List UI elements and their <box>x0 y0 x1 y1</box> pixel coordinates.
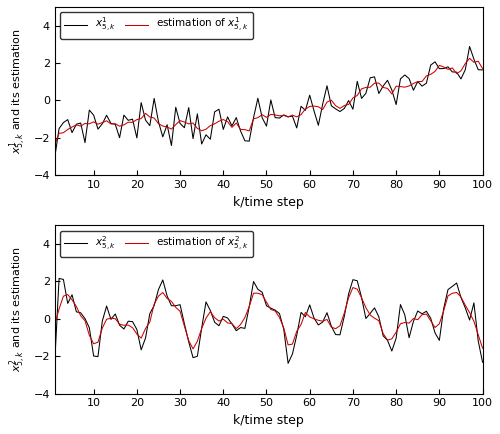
$x^2_{5,k}$ <box>285 361 291 366</box>
Line: estimation of $x^2_{5,k}$: estimation of $x^2_{5,k}$ <box>55 288 482 349</box>
$x^2_{5,k}$ <box>480 360 486 365</box>
estimation of $x^2_{5,k}$ <box>466 310 472 315</box>
$x^2_{5,k}$ <box>466 317 472 322</box>
estimation of $x^1_{5,k}$ <box>458 68 464 73</box>
$x^1_{5,k}$ <box>445 64 451 69</box>
Line: estimation of $x^1_{5,k}$: estimation of $x^1_{5,k}$ <box>55 58 482 145</box>
$x^2_{5,k}$ <box>56 276 62 281</box>
$x^1_{5,k}$ <box>151 96 157 101</box>
estimation of $x^2_{5,k}$ <box>134 332 140 337</box>
estimation of $x^2_{5,k}$ <box>311 316 317 322</box>
estimation of $x^2_{5,k}$ <box>52 322 58 327</box>
$x^1_{5,k}$ <box>480 67 486 72</box>
X-axis label: k/time step: k/time step <box>234 196 304 209</box>
estimation of $x^1_{5,k}$ <box>52 142 58 148</box>
estimation of $x^2_{5,k}$ <box>151 302 157 307</box>
$x^2_{5,k}$ <box>316 322 322 328</box>
$x^1_{5,k}$ <box>466 44 472 49</box>
Legend: $x^2_{5,k}$, estimation of $x^2_{5,k}$: $x^2_{5,k}$, estimation of $x^2_{5,k}$ <box>60 230 253 257</box>
X-axis label: k/time step: k/time step <box>234 414 304 427</box>
$x^2_{5,k}$ <box>52 359 58 365</box>
$x^1_{5,k}$ <box>272 115 278 120</box>
$x^1_{5,k}$ <box>134 135 140 141</box>
estimation of $x^2_{5,k}$ <box>190 346 196 352</box>
$x^1_{5,k}$ <box>306 92 312 98</box>
estimation of $x^1_{5,k}$ <box>466 56 472 61</box>
Y-axis label: $x^2_{5,k}$ and its estimation: $x^2_{5,k}$ and its estimation <box>7 247 28 372</box>
estimation of $x^1_{5,k}$ <box>306 104 312 109</box>
$x^2_{5,k}$ <box>276 311 282 316</box>
Y-axis label: $x^1_{5,k}$ and its estimation: $x^1_{5,k}$ and its estimation <box>7 28 28 154</box>
estimation of $x^2_{5,k}$ <box>480 345 486 351</box>
$x^2_{5,k}$ <box>454 280 460 286</box>
$x^1_{5,k}$ <box>458 76 464 82</box>
estimation of $x^1_{5,k}$ <box>134 117 140 122</box>
estimation of $x^2_{5,k}$ <box>350 285 356 290</box>
estimation of $x^1_{5,k}$ <box>151 115 157 121</box>
$x^2_{5,k}$ <box>138 347 144 352</box>
Line: $x^2_{5,k}$: $x^2_{5,k}$ <box>55 279 482 363</box>
Line: $x^1_{5,k}$: $x^1_{5,k}$ <box>55 46 482 157</box>
Legend: $x^1_{5,k}$, estimation of $x^1_{5,k}$: $x^1_{5,k}$, estimation of $x^1_{5,k}$ <box>60 12 253 39</box>
estimation of $x^1_{5,k}$ <box>480 66 486 71</box>
$x^2_{5,k}$ <box>156 287 162 292</box>
$x^1_{5,k}$ <box>52 155 58 160</box>
estimation of $x^2_{5,k}$ <box>276 315 282 320</box>
estimation of $x^1_{5,k}$ <box>272 112 278 118</box>
estimation of $x^2_{5,k}$ <box>454 290 460 295</box>
estimation of $x^1_{5,k}$ <box>445 67 451 72</box>
